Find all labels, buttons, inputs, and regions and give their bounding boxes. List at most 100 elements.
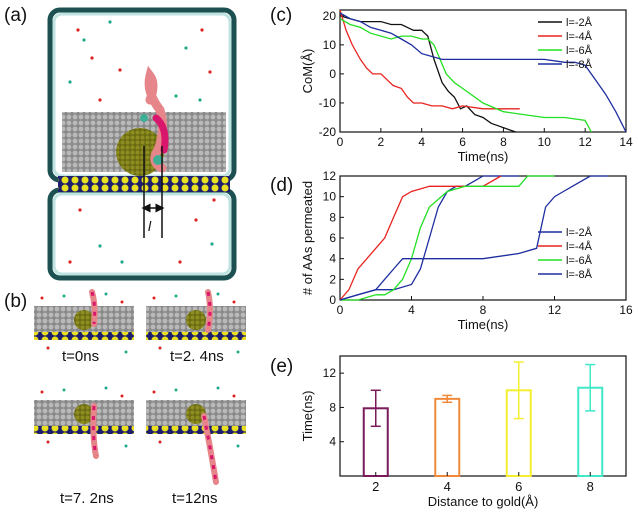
frame-ion (174, 388, 178, 392)
frame-ion (232, 394, 236, 398)
frame-peptide-chain (89, 289, 98, 327)
y-tick-label: 10 (323, 38, 337, 52)
frame-ion (232, 300, 236, 304)
x-tick-label: 12 (548, 303, 562, 317)
peptide-segment (152, 114, 169, 154)
frame-caption-0: t=0ns (62, 348, 100, 365)
frame-ion (158, 346, 162, 350)
frame-ion (174, 294, 178, 298)
series-line (340, 175, 555, 301)
frame-ion (46, 346, 50, 350)
x-tick-label: 0 (337, 135, 344, 149)
y-axis-label: Time(ns) (300, 391, 315, 442)
x-axis-label: Distance to gold(Å) (428, 494, 539, 509)
frame-ion (124, 444, 128, 448)
y-tick-label: -20 (319, 125, 337, 139)
frame-gold-nanoparticle (74, 310, 94, 330)
peptide-residue (140, 114, 148, 122)
y-tick-label: -10 (319, 96, 337, 110)
y-tick-label: 6 (329, 231, 336, 245)
chart-com-vs-time: 0 2 4 6 8 10 12 14 -20 -10 0 10 20 Time(ns) CoM(Å) l=-2… (300, 9, 633, 164)
x-tick-label: 2 (378, 135, 385, 149)
y-tick-label: 8 (329, 210, 336, 224)
frame-peptide-segment (90, 291, 97, 325)
y-axis-label: # of AAs permeated (300, 181, 315, 295)
x-tick-label: 8 (587, 479, 594, 494)
y-tick-label: 12 (323, 170, 337, 183)
y-tick-label: 20 (323, 9, 337, 23)
frame-ion (158, 440, 162, 444)
frame-peptide-chain (90, 403, 99, 459)
water-box-edge-bottom (52, 192, 232, 276)
frame-ion (104, 292, 108, 296)
legend-label: l=-6Å (566, 44, 593, 57)
x-tick-label: 6 (515, 479, 522, 494)
x-tick-label: 0 (337, 303, 344, 317)
frame-ion (40, 296, 44, 300)
legend-label: l=-2Å (566, 16, 593, 29)
simulation-snapshots-b (34, 289, 246, 485)
y-tick-label: 0 (329, 293, 336, 307)
frame-gold-nanoparticle (186, 310, 206, 330)
distance-marker-label: l (148, 218, 152, 234)
legend-label: l=-2Å (566, 226, 593, 239)
legend-label: l=-8Å (566, 268, 593, 281)
frame-electrode (146, 426, 246, 434)
panel-label-c: (c) (270, 5, 293, 26)
frame-ion (40, 390, 44, 394)
frame-caption-3: t=12ns (172, 490, 218, 507)
x-tick-label: 4 (444, 479, 451, 494)
simulation-snapshot-a: l (47, 7, 237, 281)
panel-label-e: (e) (270, 356, 294, 377)
panel-label-a: (a) (4, 5, 28, 26)
x-axis-label: Time(ns) (458, 317, 509, 332)
frame-ion (216, 292, 220, 296)
frame-ion (120, 394, 124, 398)
peptide-residue (153, 155, 163, 165)
frame-caption-2: t=7. 2ns (60, 490, 114, 507)
frame-gold-nanoparticle (186, 404, 206, 424)
frame-ion (236, 350, 240, 354)
legend-label: l=-4Å (566, 30, 593, 43)
x-tick-label: 2 (372, 479, 379, 494)
x-tick-label: 8 (480, 303, 487, 317)
x-tick-label: 6 (459, 135, 466, 149)
series-line (339, 15, 516, 133)
frame-ion (104, 386, 108, 390)
y-tick-label: 12 (323, 366, 337, 380)
legend-label: l=-8Å (566, 58, 593, 71)
frame-ion (62, 388, 66, 392)
chart-time-vs-distance: 4 8 12 2 4 6 8 Distance to gold(Å) Time(ns) (300, 355, 627, 509)
frame-ion (152, 296, 156, 300)
frame-electrode (34, 426, 134, 434)
plot-frame (339, 355, 627, 477)
x-tick-label: 10 (538, 135, 552, 149)
frame-electrode (34, 332, 134, 340)
x-tick-label: 4 (418, 135, 425, 149)
x-tick-label: 4 (408, 303, 415, 317)
y-tick-label: 10 (323, 190, 337, 204)
series-line (339, 9, 520, 110)
series-line (339, 18, 592, 133)
frame-ion (46, 440, 50, 444)
frame-caption-1: t=2. 4ns (170, 348, 224, 365)
chart-aas-permeated: 0 4 8 12 16 0 2 4 6 8 10 12 Time(ns) # of AAs permeat… (300, 170, 633, 332)
legend-label: l=-4Å (566, 240, 593, 253)
frame-ion (120, 300, 124, 304)
x-tick-label: 8 (500, 135, 507, 149)
panel-label-b: (b) (4, 291, 28, 312)
panel-label-d: (d) (270, 175, 294, 196)
y-tick-label: 4 (329, 252, 336, 266)
frame-ion (124, 350, 128, 354)
frame-gold-nanoparticle (74, 404, 94, 424)
x-axis-label: Time(ns) (458, 149, 509, 164)
y-tick-label: 2 (329, 272, 336, 286)
series-line (339, 175, 609, 301)
y-axis-label: CoM(Å) (300, 49, 315, 94)
series-line (339, 175, 519, 301)
x-tick-label: 16 (619, 303, 633, 317)
y-tick-label: 0 (329, 67, 336, 81)
frame-peptide-segment (206, 291, 212, 331)
series-line (339, 175, 502, 301)
plot-frame (339, 9, 627, 133)
